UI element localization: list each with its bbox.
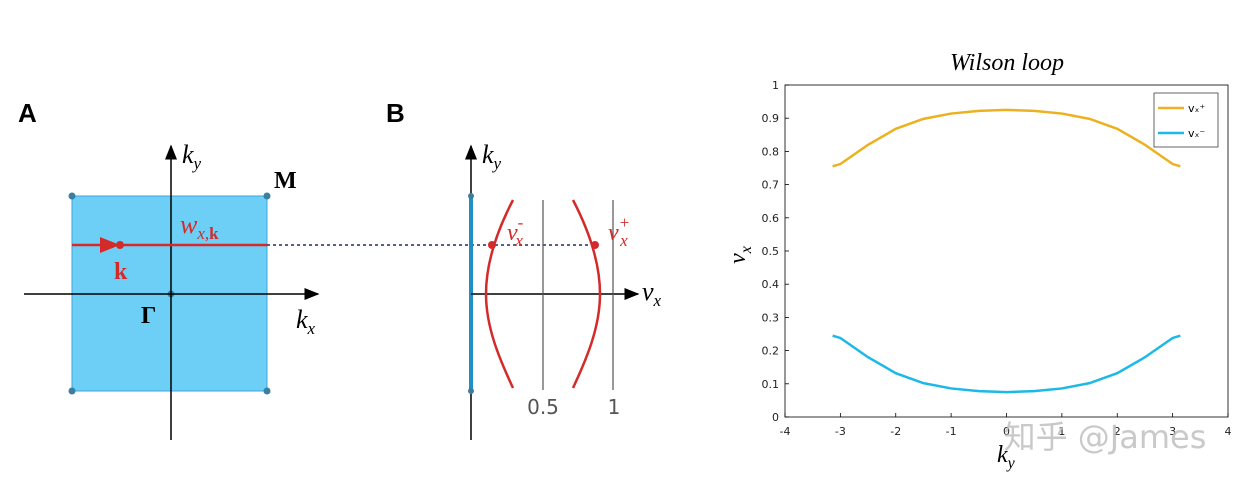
- vminus-label: v-x: [507, 213, 524, 250]
- m-label: M: [274, 168, 297, 194]
- y-tick-label: 0.8: [762, 145, 780, 158]
- k-point: [116, 241, 124, 249]
- y-tick-label: 0.7: [762, 179, 780, 192]
- x-tick-label: 2: [1114, 425, 1121, 438]
- kx-label: kx: [296, 305, 316, 338]
- panel-a: A ky M wx,k k Γ kx: [18, 98, 320, 440]
- watermark: 知乎 @James: [1004, 418, 1207, 456]
- vminus-point: [488, 241, 496, 249]
- panel-b: B ky vx v-x v+ x 0.5 1: [386, 98, 662, 440]
- y-tick-label: 0.6: [762, 212, 780, 225]
- y-tick-label: 0.9: [762, 112, 780, 125]
- x-tick-label: -3: [835, 425, 846, 438]
- one-label: 1: [608, 395, 621, 419]
- series-line: [832, 334, 1181, 394]
- y-tick-label: 0.3: [762, 311, 780, 324]
- gamma-label: Γ: [141, 303, 156, 329]
- legend-box: [1153, 92, 1219, 148]
- chart-title: Wilson loop: [950, 50, 1064, 76]
- legend-label: vₓ⁻: [1188, 127, 1205, 140]
- vminus-curve: [484, 199, 515, 389]
- vx-label: vx: [642, 277, 662, 310]
- panel-label: B: [386, 98, 405, 128]
- y-axis-label: vx: [725, 246, 755, 264]
- w-label: wx,k: [180, 210, 219, 243]
- y-tick-label: 1: [772, 79, 779, 92]
- k-label: k: [114, 259, 128, 285]
- legend-label: vₓ⁺: [1188, 102, 1205, 115]
- series-line: [832, 108, 1181, 168]
- y-tick-label: 0.4: [762, 278, 780, 291]
- ky-label: ky: [482, 140, 502, 173]
- y-tick-label: 0: [772, 411, 779, 424]
- x-tick-label: -1: [946, 425, 957, 438]
- vplus-curve: [571, 199, 602, 389]
- x-tick-label: 1: [1058, 425, 1065, 438]
- y-tick-label: 0.2: [762, 345, 780, 358]
- panel-label: A: [18, 98, 37, 128]
- wilson-chart: Wilson loop vx ky 0 0.1 0.2 0.3 0.4 0.5 0.6 0.7…: [725, 50, 1232, 472]
- ky-label: ky: [182, 140, 202, 173]
- x-axis-label: ky: [997, 442, 1016, 472]
- x-tick-label: -4: [780, 425, 791, 438]
- x-tick-label: 0: [1003, 425, 1010, 438]
- y-tick-label: 0.5: [762, 245, 780, 258]
- x-tick-label: 3: [1169, 425, 1176, 438]
- vplus-point: [591, 241, 599, 249]
- x-tick-label: -2: [890, 425, 901, 438]
- vplus-label: v+ x: [608, 213, 630, 250]
- y-tick-label: 0.1: [762, 378, 780, 391]
- x-tick-label: 4: [1225, 425, 1232, 438]
- half-label: 0.5: [527, 395, 559, 419]
